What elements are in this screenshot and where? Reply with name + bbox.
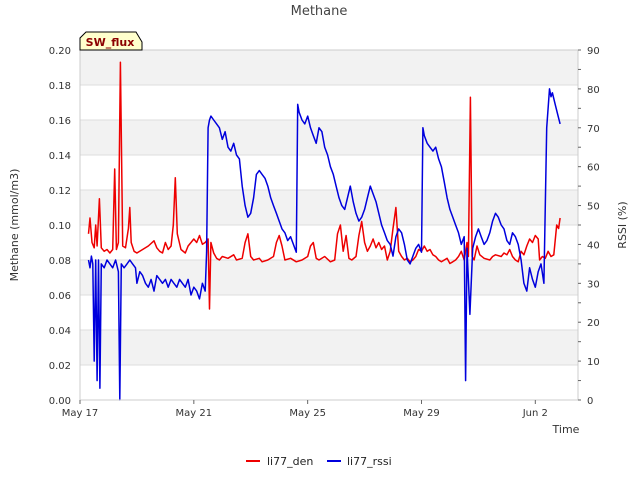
x-tick-label: May 21 — [176, 408, 213, 419]
left-tick-label: 0.02 — [49, 361, 71, 372]
left-tick-label: 0.18 — [49, 81, 71, 92]
series-line-li77-den — [87, 61, 561, 310]
x-tick-label: Jun 2 — [522, 408, 548, 419]
series-lines — [87, 61, 561, 401]
left-tick-label: 0.20 — [49, 46, 71, 57]
left-tick-label: 0.00 — [49, 396, 71, 407]
right-tick-label: 50 — [587, 202, 600, 213]
legend-label-li77-den: li77_den — [267, 455, 313, 468]
left-tick-label: 0.06 — [49, 291, 71, 302]
band — [80, 50, 578, 85]
left-tick-label: 0.14 — [49, 151, 71, 162]
sw-flux-badge-label: SW_flux — [86, 36, 135, 49]
x-tick-label: May 17 — [62, 408, 99, 419]
background-bands — [80, 50, 578, 365]
band — [80, 120, 578, 155]
left-axis-title: Methane (mmol/m3) — [8, 169, 21, 282]
right-tick-label: 30 — [587, 279, 600, 290]
right-axis-title: RSSI (%) — [616, 201, 629, 248]
band — [80, 260, 578, 295]
x-axis-title: Time — [552, 423, 580, 436]
left-tick-label: 0.04 — [49, 326, 71, 337]
right-tick-label: 0 — [587, 396, 593, 407]
right-tick-label: 60 — [587, 163, 600, 174]
right-tick-label: 10 — [587, 357, 600, 368]
band — [80, 330, 578, 365]
legend: li77_den li77_rssi — [246, 455, 392, 468]
left-axis-ticks: 0.00 0.02 0.04 0.06 0.08 0.10 0.12 0.14 0.16 0.18… — [49, 46, 71, 407]
left-tick-label: 0.12 — [49, 186, 71, 197]
x-tick-label: May 29 — [403, 408, 440, 419]
chart-title: Methane — [291, 4, 348, 19]
right-axis-ticks: 0 10 20 30 40 50 60 70 80 90 — [578, 46, 600, 407]
right-tick-label: 20 — [587, 318, 600, 329]
sw-flux-badge: SW_flux — [79, 31, 143, 51]
band — [80, 190, 578, 225]
right-tick-label: 70 — [587, 124, 600, 135]
left-tick-label: 0.10 — [49, 221, 71, 232]
left-tick-label: 0.08 — [49, 256, 71, 267]
x-axis-ticks: May 17 May 21 May 25 May 29 Jun 2 — [62, 400, 548, 419]
right-tick-label: 90 — [587, 46, 600, 57]
left-tick-label: 0.16 — [49, 116, 71, 127]
right-tick-label: 80 — [587, 85, 600, 96]
legend-label-li77-rssi: li77_rssi — [347, 455, 392, 468]
right-tick-label: 40 — [587, 240, 600, 251]
series-line-li77-rssi — [87, 88, 561, 401]
x-tick-label: May 25 — [289, 408, 326, 419]
